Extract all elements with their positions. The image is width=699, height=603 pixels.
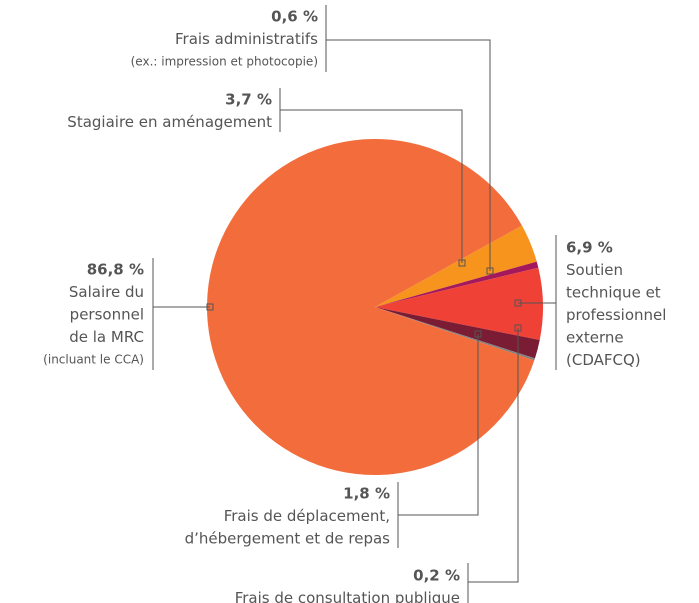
- pie-slice: [375, 307, 540, 359]
- slice-label: personnel: [70, 306, 144, 324]
- leader-marker: [486, 267, 494, 275]
- slice-label: (CDAFCQ): [566, 351, 641, 369]
- pie-slice: [375, 307, 535, 361]
- value-label: 0,2 %: [413, 567, 460, 585]
- slice-label: technique et: [566, 284, 661, 302]
- slice-label: Frais de déplacement,: [224, 507, 390, 525]
- slice-label: Frais de consultation publique: [235, 589, 460, 603]
- leader-marker: [474, 330, 482, 338]
- pie-slice: [207, 139, 535, 475]
- leader-marker: [206, 303, 214, 311]
- pie-slice: [375, 261, 539, 307]
- slice-label: professionnel: [566, 306, 666, 324]
- leader-line: [280, 109, 463, 263]
- value-label: 86,8 %: [87, 261, 144, 279]
- slice-label: d’hébergement et de repas: [185, 530, 391, 548]
- pie-slice: [375, 267, 543, 340]
- slice-label: de la MRC: [69, 328, 144, 346]
- value-label: 0,6 %: [271, 8, 318, 26]
- value-label: 6,9 %: [566, 239, 613, 257]
- leader-line: [468, 328, 519, 583]
- leader-marker: [458, 259, 466, 267]
- slice-label: externe: [566, 329, 624, 347]
- slice-note: (incluant le CCA): [43, 353, 144, 367]
- slice-label: Stagiaire en aménagement: [67, 113, 272, 131]
- slice-note: (ex.: impression et photocopie): [131, 55, 318, 69]
- value-label: 1,8 %: [343, 485, 390, 503]
- value-label: 3,7 %: [225, 91, 272, 109]
- leader-marker: [514, 299, 522, 307]
- slice-label: Salaire du: [69, 283, 144, 301]
- pie-slice: [375, 225, 537, 307]
- leader-line: [326, 39, 491, 271]
- leader-marker: [514, 324, 522, 332]
- slice-label: Soutien: [566, 261, 623, 279]
- leader-line: [398, 334, 479, 516]
- slice-label: Frais administratifs: [175, 30, 318, 48]
